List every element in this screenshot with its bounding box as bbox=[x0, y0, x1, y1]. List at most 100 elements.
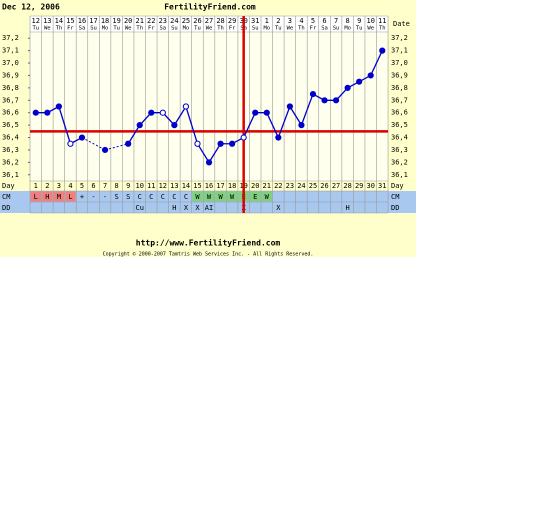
day-label: 23 bbox=[286, 182, 294, 190]
weekday-label: Fr bbox=[310, 26, 317, 32]
day-label: 10 bbox=[136, 182, 144, 190]
cm-label: W bbox=[218, 193, 223, 201]
temp-point bbox=[125, 140, 132, 147]
temp-point bbox=[159, 109, 166, 116]
date-label: 3 bbox=[288, 17, 292, 25]
day-label: 24 bbox=[297, 182, 305, 190]
day-label: 12 bbox=[159, 182, 167, 190]
cm-label: C bbox=[184, 193, 188, 201]
cm-label: C bbox=[161, 193, 165, 201]
y-tick-label: 36,3 bbox=[2, 146, 19, 154]
temp-point bbox=[321, 97, 328, 104]
cm-label: - bbox=[103, 193, 107, 201]
temp-point bbox=[252, 109, 259, 116]
day-label: 29 bbox=[355, 182, 363, 190]
dd-label: H bbox=[346, 204, 350, 212]
day-label: 2 bbox=[45, 182, 49, 190]
weekday-label: Su bbox=[171, 26, 178, 32]
temp-point bbox=[101, 146, 109, 154]
cm-label: C bbox=[172, 193, 176, 201]
dd-label: AI bbox=[205, 204, 213, 212]
temp-point bbox=[344, 84, 351, 91]
day-label: 27 bbox=[332, 182, 340, 190]
date-label: 31 bbox=[251, 17, 259, 25]
temp-point bbox=[286, 103, 293, 110]
y-tick-label: 36,1 bbox=[391, 171, 408, 179]
temp-point bbox=[148, 109, 155, 116]
chart-title: Dec 12, 2006 bbox=[2, 3, 60, 12]
cm-cell bbox=[65, 191, 76, 202]
day-label: 16 bbox=[205, 182, 213, 190]
temp-point bbox=[309, 90, 317, 98]
temp-point bbox=[171, 122, 178, 129]
date-label: 6 bbox=[322, 17, 326, 25]
temp-point bbox=[32, 109, 39, 116]
date-label: 25 bbox=[182, 17, 190, 25]
row-label-day: Day bbox=[391, 182, 404, 190]
date-label: 27 bbox=[205, 17, 213, 25]
cm-label: S bbox=[115, 193, 119, 201]
date-label: 29 bbox=[228, 17, 236, 25]
y-tick-label: 36,5 bbox=[391, 121, 408, 129]
y-tick-label: 36,4 bbox=[391, 134, 408, 142]
weekday-label: We bbox=[367, 26, 374, 32]
temp-point bbox=[182, 103, 190, 110]
y-tick-label: 36,4 bbox=[2, 134, 19, 142]
day-label: 1 bbox=[34, 182, 38, 190]
weekday-label: Su bbox=[333, 26, 340, 32]
cm-label: L bbox=[34, 193, 38, 201]
temp-point bbox=[263, 109, 270, 116]
dd-label: X bbox=[276, 204, 281, 212]
temp-point bbox=[240, 134, 247, 141]
day-label: 21 bbox=[263, 182, 271, 190]
weekday-label: Tu bbox=[356, 26, 363, 32]
temp-point bbox=[356, 78, 363, 85]
y-tick-label: 36,8 bbox=[2, 84, 19, 92]
y-tick-label: 36,2 bbox=[391, 158, 408, 166]
dd-label: X bbox=[184, 204, 189, 212]
day-label: 18 bbox=[228, 182, 236, 190]
weekday-label: Sa bbox=[160, 26, 167, 32]
temp-point bbox=[217, 140, 224, 147]
weekday-label: Th bbox=[56, 26, 63, 32]
cm-label: M bbox=[57, 193, 61, 201]
temp-point bbox=[379, 47, 386, 54]
temp-point bbox=[275, 134, 282, 141]
day-label: 6 bbox=[91, 182, 95, 190]
cm-label: W bbox=[195, 193, 200, 201]
cm-cell bbox=[261, 191, 273, 202]
weekday-label: We bbox=[206, 26, 213, 32]
date-label: 20 bbox=[124, 17, 132, 25]
date-label: 11 bbox=[378, 17, 386, 25]
date-label: 21 bbox=[136, 17, 144, 25]
weekday-label: Tu bbox=[194, 26, 201, 32]
day-label: 26 bbox=[320, 182, 328, 190]
weekday-label: Th bbox=[217, 26, 224, 32]
date-label: 22 bbox=[147, 17, 155, 25]
y-tick-label: 37,0 bbox=[2, 59, 19, 67]
row-label-day: Day bbox=[2, 182, 15, 190]
copyright: Copyright © 2000-2007 Tamtris Web Servic… bbox=[103, 252, 314, 258]
row-label-dd: DD bbox=[2, 204, 10, 212]
row-label-dd: DD bbox=[391, 204, 399, 212]
date-label: 4 bbox=[299, 17, 303, 25]
day-label: 11 bbox=[147, 182, 155, 190]
day-label: 25 bbox=[309, 182, 317, 190]
temp-point bbox=[67, 140, 74, 147]
date-label: 19 bbox=[112, 17, 120, 25]
date-label: 8 bbox=[346, 17, 350, 25]
y-tick-label: 37,2 bbox=[391, 34, 408, 42]
weekday-label: Tu bbox=[275, 26, 282, 32]
date-label: 15 bbox=[66, 17, 74, 25]
cm-cell bbox=[192, 191, 203, 202]
cm-label: W bbox=[207, 193, 212, 201]
date-label: 2 bbox=[276, 17, 280, 25]
y-tick-label: 37,0 bbox=[391, 59, 408, 67]
y-tick-label: 36,7 bbox=[391, 96, 408, 104]
temp-point bbox=[55, 103, 62, 110]
day-label: 31 bbox=[378, 182, 386, 190]
cm-cell bbox=[30, 191, 42, 202]
date-label: 17 bbox=[89, 17, 97, 25]
row-label-cm: CM bbox=[2, 193, 10, 201]
